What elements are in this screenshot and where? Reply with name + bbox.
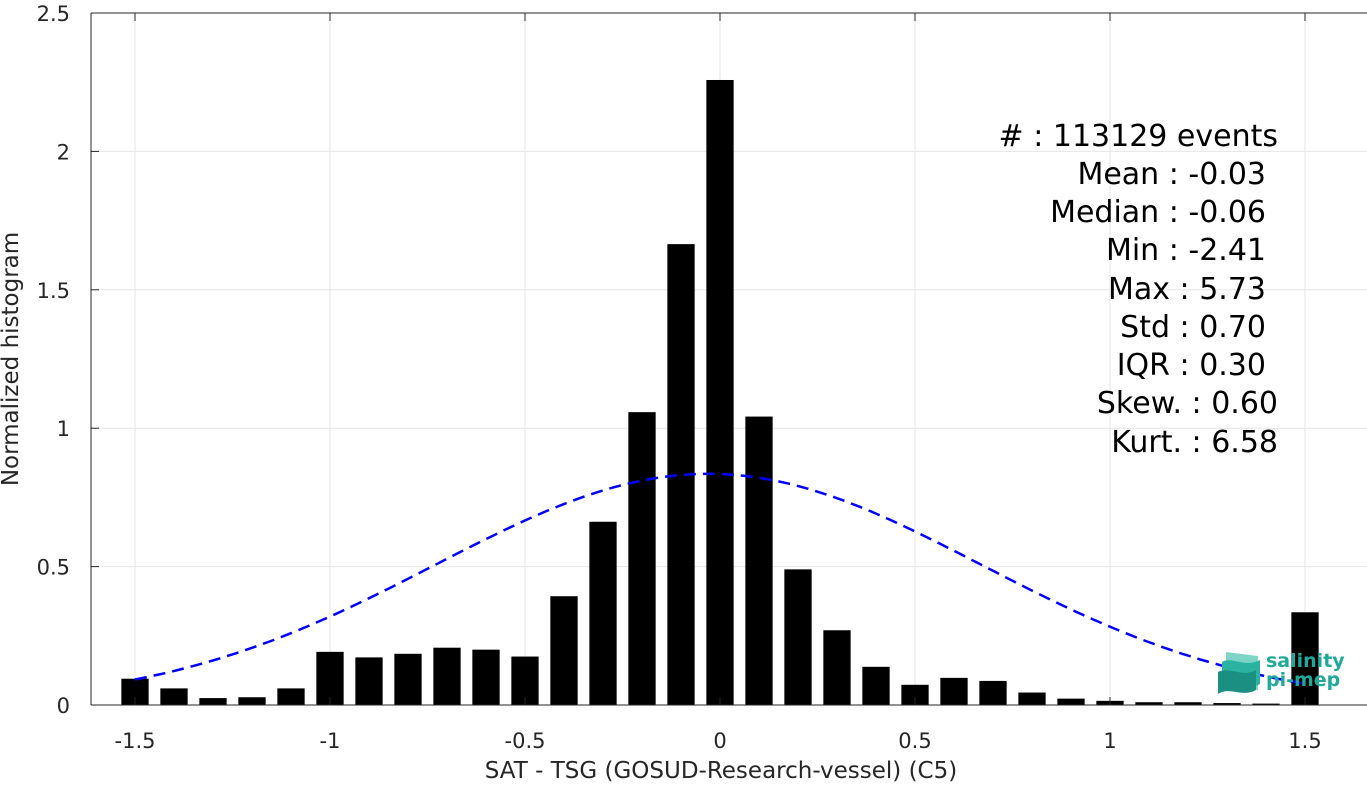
logo-text-pimep: pi-mep [1266,669,1340,691]
x-tick-label-4: 0.5 [898,729,931,753]
stat-kurtosis: Kurt. : 6.58 [1111,425,1278,460]
histogram-bar-11 [550,596,578,705]
histogram-bar-1 [160,688,188,705]
x-tick-label-1: -1 [320,729,341,753]
y-tick-labels: 0 0.5 1 1.5 2 2.5 [37,2,70,718]
y-axis-label: Normalized histogram [0,232,24,486]
histogram-bar-13 [628,412,656,705]
salinity-pimep-logo: salinity pi-mep [1218,650,1345,694]
stat-min: Min : -2.41 [1106,233,1266,268]
histogram-bar-3 [238,697,266,705]
histogram-bar-8 [433,647,461,705]
histogram-bar-15 [706,79,734,706]
histogram-bar-27 [1174,702,1202,705]
histogram-bar-2 [199,698,227,705]
y-tick-label-4: 2 [57,140,70,164]
y-tick-label-0: 0 [57,694,70,718]
histogram-bar-7 [394,653,422,705]
histogram-bar-30 [1291,612,1319,705]
axes [90,12,1367,706]
stat-median: Median : -0.06 [1050,195,1266,230]
histogram-bar-26 [1135,702,1163,705]
histogram-bar-16 [745,416,773,705]
logo-wave-icon [1218,652,1260,694]
histogram-bar-19 [862,666,890,705]
histogram-bar-24 [1057,698,1085,705]
statistics-panel: # : 113129 events Mean : -0.03 Median : … [999,119,1278,460]
histogram-bar-23 [1018,692,1046,705]
y-tick-label-2: 1 [57,417,70,441]
histogram-bar-9 [472,649,500,705]
histogram-bar-20 [901,684,929,705]
y-tick-label-1: 0.5 [37,556,70,580]
stat-iqr: IQR : 0.30 [1117,348,1266,383]
histogram-bars [121,79,1319,706]
x-tick-label-0: -1.5 [115,729,156,753]
histogram-bar-17 [784,569,812,705]
x-axis-label: SAT - TSG (GOSUD-Research-vessel) (C5) [485,758,957,784]
histogram-bar-28 [1213,703,1241,705]
x-tick-label-2: -0.5 [505,729,546,753]
y-tick-label-5: 2.5 [37,2,70,26]
histogram-bar-10 [511,656,539,705]
stat-events: # : 113129 events [999,119,1278,154]
gaussian-fit-curve [134,472,1306,686]
histogram-bar-29 [1252,703,1280,705]
histogram-bar-12 [589,521,617,705]
histogram-bar-22 [979,680,1007,705]
histogram-bar-6 [355,657,383,705]
histogram-bar-18 [823,630,851,705]
y-tick-label-3: 1.5 [37,279,70,303]
x-tick-labels: -1.5 -1 -0.5 0 0.5 1 1.5 [115,729,1322,753]
stat-mean: Mean : -0.03 [1077,157,1266,192]
logo-text-salinity: salinity [1266,650,1345,672]
histogram-bar-21 [940,677,968,705]
stat-skewness: Skew. : 0.60 [1097,386,1278,421]
stat-std: Std : 0.70 [1120,310,1266,345]
histogram-bar-5 [316,651,344,705]
stat-max: Max : 5.73 [1108,272,1266,307]
x-tick-label-3: 0 [713,729,726,753]
x-tick-label-6: 1.5 [1288,729,1321,753]
histogram-bar-4 [277,688,305,705]
x-tick-label-5: 1 [1103,729,1116,753]
